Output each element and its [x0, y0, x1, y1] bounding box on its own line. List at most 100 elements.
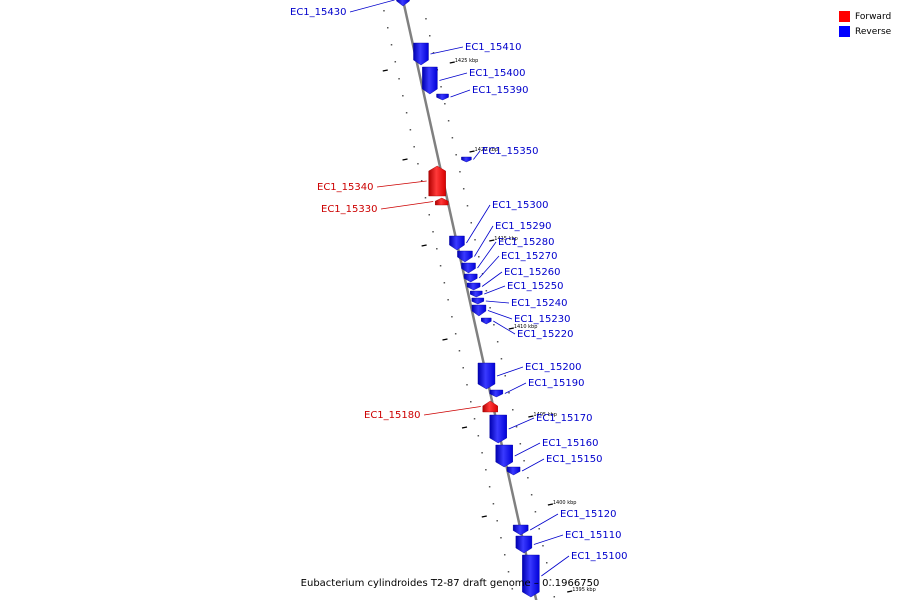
minor-dot-right: [455, 154, 457, 156]
gene-label: EC1_15150: [546, 454, 602, 465]
minor-dot-left: [496, 520, 498, 522]
minor-dot-right: [542, 545, 544, 547]
minor-dot-left: [402, 95, 404, 97]
minor-dot-left: [383, 10, 385, 12]
label-leader: [439, 73, 467, 81]
minor-dot-left: [451, 316, 453, 318]
minor-dot-right: [471, 222, 473, 224]
major-tick-left: [462, 427, 467, 428]
minor-dot-left: [478, 435, 480, 437]
label-leader: [482, 272, 502, 287]
major-tick-left: [383, 70, 388, 71]
minor-dot-left: [500, 537, 502, 539]
gene-block-ec1-15410: [413, 43, 428, 65]
major-tick-left: [442, 339, 447, 340]
label-leader: [430, 47, 463, 54]
gene-label: EC1_15200: [525, 362, 581, 373]
label-leader: [505, 383, 526, 394]
gene-label: EC1_15100: [571, 551, 627, 562]
label-leader: [484, 286, 505, 294]
gene-label: EC1_15430: [290, 7, 346, 18]
gene-block-ec1-15170: [490, 415, 507, 443]
gene-label: EC1_15240: [511, 298, 567, 309]
gene-block-ec1-15260: [467, 283, 480, 290]
legend-reverse: Reverse: [839, 24, 891, 39]
label-leader: [515, 443, 540, 456]
gene-block-ec1-15350: [461, 157, 471, 162]
major-tick-left: [403, 159, 408, 160]
label-leader: [486, 301, 509, 303]
minor-dot-right: [440, 86, 442, 88]
label-leader: [488, 311, 512, 320]
label-leader: [493, 321, 515, 334]
minor-dot-left: [432, 231, 434, 233]
minor-dot-right: [425, 18, 427, 20]
minor-dot-right: [535, 511, 537, 513]
minor-dot-left: [387, 27, 389, 29]
minor-dot-right: [452, 137, 454, 139]
gene-block-ec1-15180: [483, 401, 498, 412]
gene-label: EC1_15220: [517, 329, 573, 340]
minor-dot-right: [474, 239, 476, 241]
genome-caption: Eubacterium cylindroides T2-87 draft gen…: [0, 578, 900, 589]
minor-dot-right: [497, 341, 499, 343]
minor-dot-right: [501, 358, 503, 360]
minor-dot-right: [546, 562, 548, 564]
gene-label: EC1_15170: [536, 413, 592, 424]
gene-block-ec1-15300: [449, 236, 464, 250]
forward-swatch: [839, 11, 850, 22]
minor-dot-left: [436, 248, 438, 250]
gene-label: EC1_15230: [514, 314, 570, 325]
minor-dot-left: [459, 350, 461, 352]
minor-dot-right: [527, 477, 529, 479]
label-leader: [377, 181, 427, 187]
major-tick-left: [422, 245, 427, 246]
gene-label: EC1_15330: [321, 204, 377, 215]
minor-dot-left: [447, 299, 449, 301]
minor-dot-left: [481, 452, 483, 454]
minor-dot-left: [508, 571, 510, 573]
gene-block-ec1-15250: [470, 291, 482, 297]
minor-dot-right: [531, 494, 533, 496]
minor-dot-right: [493, 324, 495, 326]
minor-dot-left: [417, 163, 419, 165]
minor-dot-left: [395, 61, 397, 63]
minor-dot-left: [398, 78, 400, 80]
gene-block-ec1-15340: [429, 166, 446, 196]
gene-block-ec1-15120: [513, 525, 528, 535]
minor-dot-right: [463, 188, 465, 190]
gene-block-ec1-15220: [481, 318, 491, 324]
gene-label: EC1_15110: [565, 530, 621, 541]
gene-block-ec1-15430: [397, 0, 410, 6]
minor-dot-left: [470, 401, 472, 403]
minor-dot-right: [459, 171, 461, 173]
scale-tick-label: 1400 kbp: [553, 500, 577, 506]
minor-dot-left: [493, 503, 495, 505]
gene-block-ec1-15240: [472, 298, 484, 304]
minor-dot-left: [444, 282, 446, 284]
minor-dot-left: [410, 129, 412, 131]
minor-dot-right: [504, 375, 506, 377]
gene-label: EC1_15180: [364, 410, 420, 421]
gene-label: EC1_15280: [498, 237, 554, 248]
minor-dot-left: [455, 333, 457, 335]
minor-dot-left: [489, 486, 491, 488]
minor-dot-left: [413, 146, 415, 148]
minor-dot-left: [440, 265, 442, 267]
label-leader: [381, 202, 433, 210]
minor-dot-left: [466, 384, 468, 386]
minor-dot-left: [406, 112, 408, 114]
legend-forward: Forward: [839, 9, 891, 24]
gene-label: EC1_15250: [507, 281, 563, 292]
gene-block-ec1-15110: [516, 536, 532, 553]
minor-dot-left: [485, 469, 487, 471]
label-leader: [477, 242, 496, 268]
label-leader: [522, 459, 544, 471]
minor-dot-left: [504, 554, 506, 556]
legend-reverse-label: Reverse: [855, 27, 891, 37]
label-leader: [530, 514, 558, 530]
gene-label: EC1_15410: [465, 42, 521, 53]
minor-dot-left: [429, 214, 431, 216]
minor-dot-right: [508, 392, 510, 394]
